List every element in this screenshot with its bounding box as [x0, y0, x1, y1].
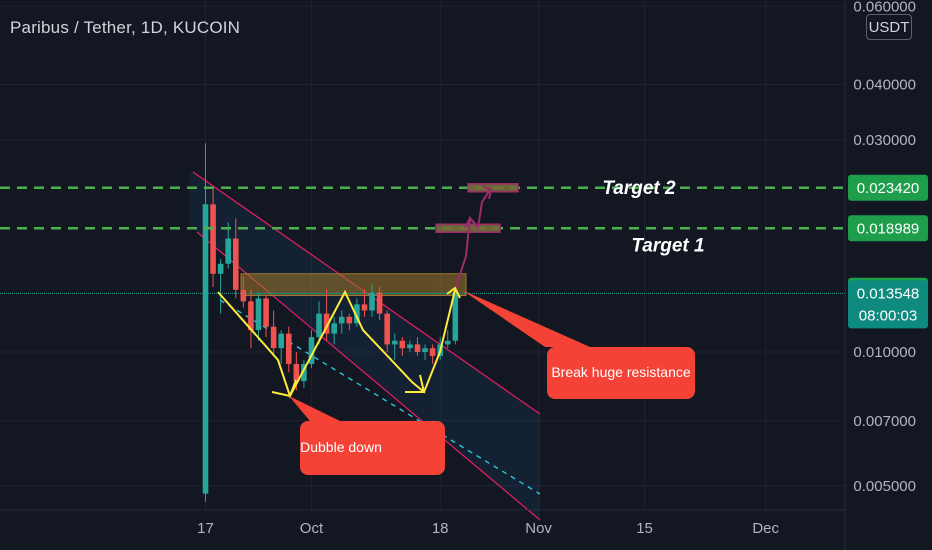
time-tick-label: Dec: [752, 520, 779, 537]
price-tag: [848, 215, 928, 242]
candle-body: [384, 313, 390, 345]
projection-arrowhead-lower: [464, 216, 479, 229]
candle-body: [278, 333, 284, 349]
candle-body: [316, 313, 322, 338]
pattern-arrow: [217, 289, 456, 399]
candle-body: [452, 294, 459, 341]
candle-body: [293, 363, 300, 382]
channel-fill: [190, 169, 540, 520]
candle-body: [338, 316, 345, 324]
price-tag-label: 0.018989: [857, 220, 920, 237]
candle-body: [301, 363, 307, 382]
candle-body: [361, 304, 368, 311]
currency-unit-badge[interactable]: USDT: [866, 14, 912, 40]
candle-body: [202, 204, 209, 494]
candle-body: [270, 326, 277, 349]
candle-body: [376, 292, 383, 314]
time-tick-label: 15: [636, 520, 653, 537]
price-tick-label: 0.030000: [853, 132, 916, 149]
callout-pointer: [289, 396, 340, 421]
double-bottom-arrowhead-2: [405, 374, 426, 393]
candle-body: [414, 344, 421, 352]
double-bottom-arrowhead-1: [271, 379, 297, 398]
price-tick-label: 0.010000: [853, 344, 916, 361]
symbol-title[interactable]: Paribus / Tether, 1D, KUCOIN: [10, 18, 241, 37]
candle-body: [263, 298, 269, 327]
time-tick-label: Oct: [300, 520, 324, 537]
target-label-2: Target 2: [602, 178, 676, 199]
price-tick-label: 0.005000: [853, 478, 916, 495]
candle-body: [232, 238, 239, 290]
countdown-label: 08:00:03: [859, 307, 917, 324]
price-tick-label: 0.060000: [853, 0, 916, 15]
price-tag-label: 0.023420: [857, 180, 920, 197]
time-axis[interactable]: 17 Oct 18 Nov 15 Dec: [0, 509, 845, 537]
callout-box-break-resistance: [547, 347, 695, 399]
candle-body: [444, 340, 451, 345]
price-tick-label: 0.040000: [853, 76, 916, 93]
candle-body: [285, 333, 292, 364]
price-tag-label: 0.013548: [857, 285, 920, 302]
callout-pointer: [462, 290, 590, 347]
candle-body: [240, 289, 247, 302]
price-tag: [848, 280, 928, 329]
callout-text-double-down: Dubble down: [300, 439, 382, 455]
price-tick-label: 0.007000: [853, 413, 916, 430]
candle-body: [217, 263, 224, 274]
price-axis[interactable]: 0.060000 0.040000 0.030000 0.010000 0.007000…: [844, 0, 928, 550]
breakout-arrowhead: [446, 286, 461, 299]
channel-overlay: [0, 169, 845, 521]
candle-body: [391, 340, 398, 345]
callout-text-break-resistance: Break huge resistance: [551, 364, 691, 380]
target-2-box: [467, 183, 519, 193]
candle-body: [346, 316, 353, 324]
candlestick-series: [202, 143, 459, 502]
projection-arrow: [454, 189, 491, 291]
candle-body: [429, 348, 436, 356]
resistance-zone: [240, 273, 467, 297]
candle-body: [422, 348, 428, 352]
time-tick-label: Nov: [525, 520, 552, 537]
time-tick-label: 17: [197, 520, 214, 537]
candle-body: [255, 298, 262, 331]
candle-body: [369, 292, 375, 311]
candle-body: [331, 323, 337, 334]
price-tag: [848, 174, 928, 201]
callout-box-double-down: [300, 421, 445, 475]
candle-body: [399, 340, 406, 349]
candle-body: [308, 337, 315, 364]
candle-body: [407, 344, 413, 349]
candle-body: [323, 313, 330, 334]
time-tick-label: 18: [432, 520, 449, 537]
projection-arrowhead-upper: [481, 185, 493, 200]
drawing-overlays: Target 2 Target 1 Dubble down Break huge re…: [0, 178, 845, 475]
candle-body: [225, 238, 232, 264]
candle-body: [354, 304, 360, 324]
candle-body: [248, 301, 254, 331]
candle-body: [210, 204, 216, 274]
target-label-1: Target 1: [631, 235, 704, 256]
